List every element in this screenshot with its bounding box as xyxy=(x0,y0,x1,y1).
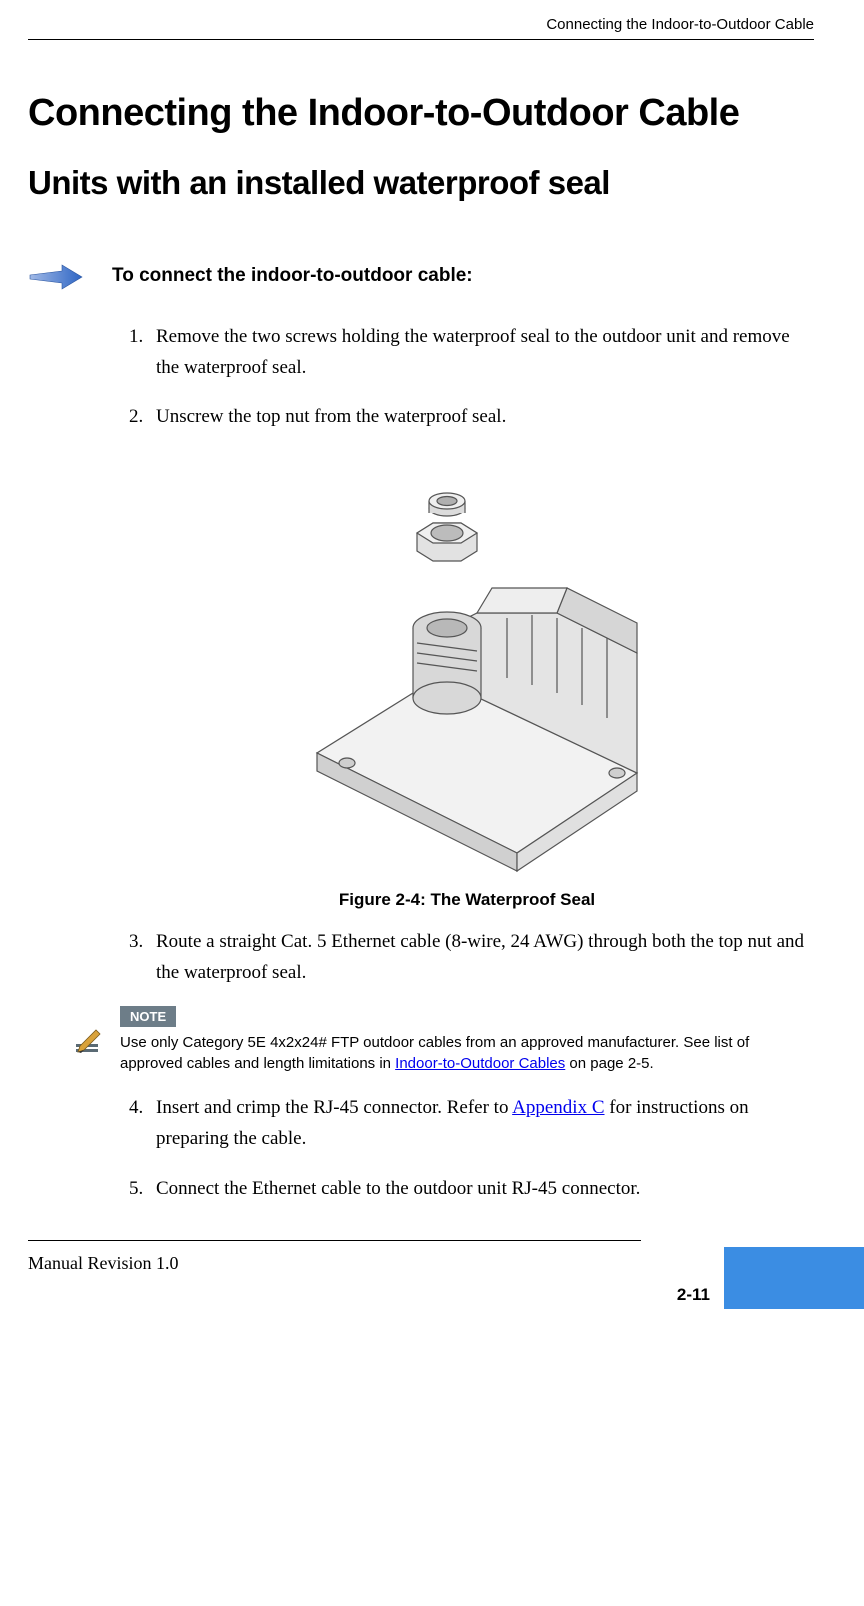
pencil-note-icon xyxy=(72,1006,104,1063)
footer-revision: Manual Revision 1.0 xyxy=(28,1249,814,1274)
step-list-continued: Route a straight Cat. 5 Ethernet cable (… xyxy=(120,926,814,989)
note-text-post: on page 2-5. xyxy=(565,1055,653,1072)
document-page: Connecting the Indoor-to-Outdoor Cable C… xyxy=(0,0,864,1329)
step-list: Remove the two screws holding the waterp… xyxy=(120,321,814,433)
figure: Figure 2-4: The Waterproof Seal xyxy=(120,453,814,910)
step-item: Connect the Ethernet cable to the outdoo… xyxy=(148,1173,814,1204)
step-item: Insert and crimp the RJ-45 connector. Re… xyxy=(148,1092,814,1155)
note-text: Use only Category 5E 4x2x24# FTP outdoor… xyxy=(120,1033,814,1074)
header-rule xyxy=(28,39,814,40)
appendix-link[interactable]: Appendix C xyxy=(512,1097,604,1118)
procedure-lead: To connect the indoor-to-outdoor cable: xyxy=(112,263,473,287)
note-link[interactable]: Indoor-to-Outdoor Cables xyxy=(395,1055,565,1072)
footer-rule xyxy=(28,1240,641,1241)
footer-accent-block xyxy=(724,1247,864,1309)
figure-caption: Figure 2-4: The Waterproof Seal xyxy=(120,890,814,910)
procedure-lead-row: To connect the indoor-to-outdoor cable: xyxy=(28,263,814,291)
step-item: Unscrew the top nut from the waterproof … xyxy=(148,401,814,432)
arrow-icon xyxy=(28,263,84,291)
page-number: 2-11 xyxy=(677,1285,710,1305)
waterproof-seal-illustration xyxy=(257,453,677,878)
running-header: Connecting the Indoor-to-Outdoor Cable xyxy=(28,16,814,39)
page-title: Connecting the Indoor-to-Outdoor Cable xyxy=(28,90,814,138)
step-item: Route a straight Cat. 5 Ethernet cable (… xyxy=(148,926,814,989)
page-footer: Manual Revision 1.0 2-11 xyxy=(28,1249,814,1329)
note-block: NOTE Use only Category 5E 4x2x24# FTP ou… xyxy=(72,1006,814,1074)
step-item: Remove the two screws holding the waterp… xyxy=(148,321,814,384)
note-body: NOTE Use only Category 5E 4x2x24# FTP ou… xyxy=(120,1006,814,1074)
procedure-body: Remove the two screws holding the waterp… xyxy=(28,321,814,1204)
step-list-continued-2: Insert and crimp the RJ-45 connector. Re… xyxy=(120,1092,814,1204)
note-badge: NOTE xyxy=(120,1006,176,1027)
step4-pre: Insert and crimp the RJ-45 connector. Re… xyxy=(156,1097,512,1118)
page-subtitle: Units with an installed waterproof seal xyxy=(28,162,814,203)
